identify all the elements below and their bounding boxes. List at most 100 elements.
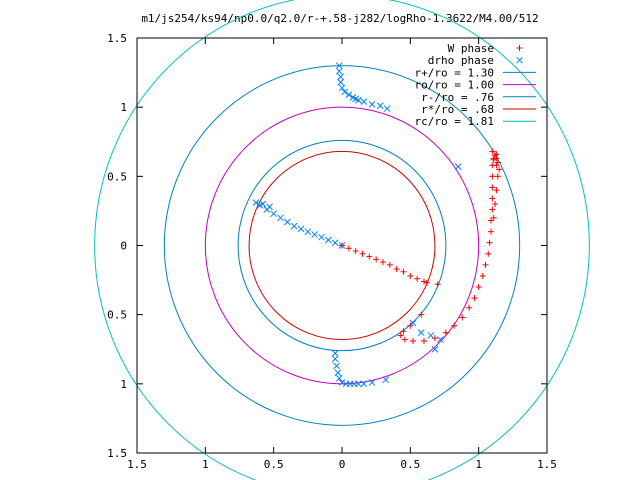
data-point	[417, 329, 425, 337]
x-tick-label: 0.5	[400, 458, 420, 471]
legend-marker	[516, 45, 523, 51]
data-point	[373, 256, 380, 263]
x-tick-label: 0	[339, 458, 346, 471]
data-point	[489, 195, 496, 202]
data-point	[486, 239, 493, 246]
data-point	[489, 148, 496, 155]
data-point	[400, 268, 407, 275]
legend-label: ro/ro = 1.00	[415, 79, 494, 92]
legend-entry-r-ro-68: r*/ro = .68	[421, 103, 536, 116]
legend-entry-r-ro-76: r-/ro = .76	[421, 91, 536, 104]
data-point	[492, 201, 499, 207]
data-point	[410, 337, 417, 344]
data-point	[482, 261, 489, 268]
data-point	[401, 336, 408, 343]
x-tick-label: 0.5	[264, 458, 284, 471]
data-point	[492, 152, 499, 159]
data-point	[380, 259, 386, 266]
circle-r-ro-68	[248, 150, 436, 341]
data-point	[337, 73, 344, 81]
y-tick-label: 0	[120, 240, 127, 253]
data-point	[333, 362, 340, 370]
data-point	[376, 102, 384, 110]
data-point	[489, 173, 496, 180]
data-point	[431, 345, 439, 353]
data-point	[414, 275, 421, 282]
y-tick-label: 1.5	[107, 447, 127, 460]
data-point	[360, 380, 368, 388]
x-tick-label: 1	[475, 458, 482, 471]
data-point	[431, 335, 438, 342]
x-tick-label: 1	[202, 458, 209, 471]
legend-label: rc/ro = 1.81	[415, 115, 494, 128]
x-axis-ticks: 1.5 1 0.5 0 0.5 1 1.5	[127, 38, 557, 471]
data-point	[335, 67, 343, 75]
series-layer	[252, 62, 503, 388]
data-point	[386, 261, 393, 268]
data-point	[334, 369, 342, 377]
data-point	[397, 332, 404, 339]
reference-circles	[94, 0, 590, 480]
data-point	[355, 380, 362, 388]
data-point	[471, 295, 478, 302]
data-point	[335, 374, 343, 382]
data-point	[382, 376, 390, 384]
data-point	[442, 329, 449, 336]
data-point	[490, 156, 497, 163]
data-point	[393, 266, 400, 273]
data-point	[266, 203, 273, 211]
legend-label: r*/ro = .68	[421, 103, 494, 116]
data-point	[493, 187, 500, 194]
data-point	[359, 250, 366, 257]
data-point	[407, 272, 414, 279]
data-point	[421, 337, 427, 344]
data-point	[493, 155, 500, 162]
legend-entry-w-phase: W phase	[448, 42, 523, 55]
data-point	[451, 322, 458, 329]
data-point	[304, 228, 312, 236]
data-point	[383, 105, 391, 112]
data-point	[318, 233, 325, 241]
legend-label: r+/ro = 1.30	[415, 66, 494, 79]
data-point	[324, 236, 332, 244]
x-tick-label: 1.5	[127, 458, 147, 471]
data-point	[311, 231, 319, 238]
data-point	[400, 328, 407, 335]
legend-label: drho phase	[428, 54, 494, 67]
data-point	[427, 332, 435, 339]
y-tick-label: 0.5	[107, 309, 127, 322]
data-point	[479, 272, 486, 279]
data-point	[331, 350, 339, 357]
data-point	[434, 281, 441, 288]
data-point	[475, 284, 482, 290]
data-point	[368, 101, 376, 108]
data-point	[338, 242, 346, 249]
data-point	[355, 96, 362, 104]
data-point	[368, 379, 376, 386]
y-tick-label: 1	[120, 101, 127, 114]
y-axis-ticks: 1.5 1 0.5 0 0.5 1 1.5	[107, 32, 547, 460]
data-point	[454, 163, 462, 171]
data-point	[366, 253, 373, 260]
data-point	[331, 239, 339, 247]
data-point	[421, 278, 427, 285]
data-point	[418, 311, 425, 318]
data-point	[338, 84, 346, 92]
data-point	[270, 210, 278, 218]
data-point	[485, 250, 492, 257]
data-point	[341, 88, 349, 96]
legend-entry-ro-ro-1-00: ro/ro = 1.00	[415, 79, 536, 92]
data-point	[259, 200, 267, 208]
data-point	[437, 336, 444, 343]
data-point	[297, 225, 305, 233]
data-point	[331, 355, 339, 363]
legend-entry-rc-ro-1-81: rc/ro = 1.81	[415, 115, 536, 128]
y-tick-label: 0.5	[107, 170, 127, 183]
data-point	[494, 159, 501, 166]
circle-r-ro-76	[237, 139, 447, 352]
data-point	[337, 78, 344, 86]
x-tick-label: 1.5	[537, 458, 557, 471]
legend-label: W phase	[448, 42, 494, 55]
data-point	[360, 98, 368, 105]
